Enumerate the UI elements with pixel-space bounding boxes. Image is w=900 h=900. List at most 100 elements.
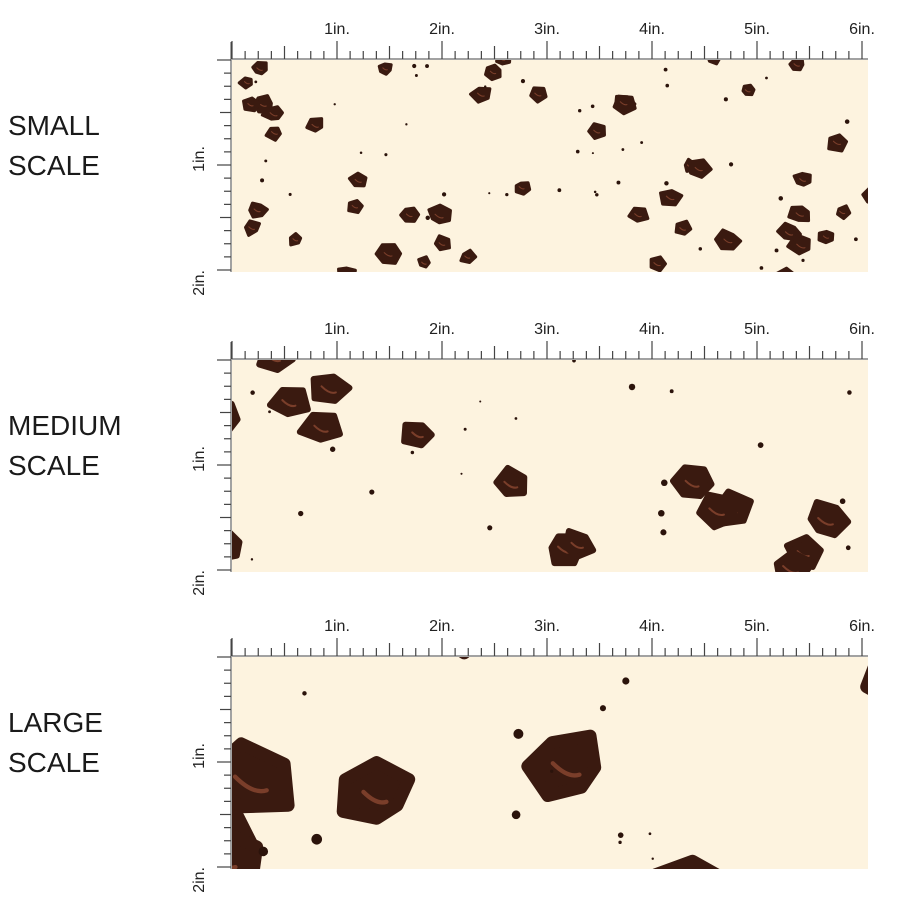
chocolate-chip bbox=[741, 83, 756, 97]
chocolate-chip bbox=[401, 421, 435, 449]
crumb bbox=[618, 840, 622, 845]
crumb bbox=[425, 64, 429, 68]
chocolate-chip bbox=[399, 206, 421, 223]
crumb bbox=[664, 181, 669, 186]
chip-highlight bbox=[256, 67, 263, 71]
crumb bbox=[384, 153, 388, 157]
chip-highlight bbox=[232, 774, 269, 794]
crumb bbox=[488, 192, 491, 195]
crumb bbox=[778, 196, 784, 201]
ruler-label: 1in. bbox=[324, 618, 350, 635]
crumb bbox=[412, 63, 417, 69]
crumb bbox=[669, 389, 674, 394]
crumb bbox=[847, 390, 852, 395]
chocolate-chip bbox=[521, 729, 602, 802]
chip-highlight bbox=[653, 262, 661, 267]
ruler-label: 3in. bbox=[534, 321, 560, 338]
chocolate-chip bbox=[659, 189, 684, 207]
crumb bbox=[250, 390, 255, 395]
chip-pattern bbox=[237, 60, 868, 272]
chocolate-chip bbox=[256, 360, 296, 373]
chocolate-chip bbox=[776, 221, 802, 241]
chip-highlight bbox=[292, 238, 299, 242]
crumb bbox=[698, 247, 703, 251]
chocolate-chip bbox=[495, 60, 512, 66]
chip-highlight bbox=[232, 864, 238, 869]
chip-highlight bbox=[793, 63, 800, 67]
ruler-label: 5in. bbox=[744, 618, 770, 635]
ruler-label: 1in. bbox=[191, 743, 208, 769]
crumb bbox=[660, 529, 667, 536]
fabric-panel: SMALL SCALE 1in. 2in. 3in. 4in. 5in. 6in. 1in. 2i… bbox=[8, 21, 875, 296]
crumb bbox=[728, 162, 734, 167]
crumb bbox=[622, 677, 630, 685]
chip-highlight bbox=[464, 255, 471, 259]
crumb bbox=[425, 215, 430, 221]
chocolate-chip bbox=[232, 828, 264, 869]
ruler-label: 1in. bbox=[191, 446, 208, 472]
ruler-label: 2in. bbox=[191, 270, 208, 296]
chip-highlight bbox=[799, 178, 807, 182]
chip-highlight bbox=[438, 242, 446, 246]
scale-label: SCALE bbox=[8, 150, 100, 181]
chocolate-chip bbox=[827, 133, 849, 153]
chocolate-chip bbox=[860, 665, 868, 695]
chocolate-chip bbox=[347, 199, 364, 215]
chocolate-chip bbox=[787, 205, 811, 223]
crumb bbox=[550, 769, 554, 773]
crumb bbox=[479, 400, 482, 403]
crumb bbox=[359, 151, 363, 154]
chocolate-chip bbox=[817, 229, 835, 245]
chip-highlight bbox=[570, 541, 584, 550]
crumb bbox=[520, 79, 526, 84]
ruler-label: 1in. bbox=[191, 146, 208, 172]
chocolate-chip bbox=[266, 387, 311, 418]
crumb bbox=[621, 148, 625, 151]
chocolate-chip bbox=[310, 373, 353, 404]
scale-label: SCALE bbox=[8, 450, 100, 481]
chip-highlight bbox=[405, 213, 413, 218]
crumb bbox=[661, 479, 668, 487]
crumb bbox=[774, 248, 779, 253]
crumb bbox=[648, 832, 652, 836]
crumb bbox=[723, 97, 728, 102]
chip-highlight bbox=[383, 252, 393, 257]
chip-highlight bbox=[320, 385, 337, 394]
crumb bbox=[260, 178, 265, 183]
chip-highlight bbox=[817, 517, 834, 526]
chocolate-chip bbox=[674, 219, 693, 236]
crumb bbox=[333, 103, 336, 106]
crumb bbox=[405, 123, 408, 126]
ruler-label: 6in. bbox=[849, 618, 875, 635]
chip-highlight bbox=[784, 231, 794, 236]
chip-highlight bbox=[361, 789, 389, 805]
crumb bbox=[441, 192, 447, 197]
crumb bbox=[757, 442, 764, 448]
chocolate-chip bbox=[688, 158, 713, 179]
crumb bbox=[845, 545, 851, 551]
crumb bbox=[839, 498, 846, 505]
chip-highlight bbox=[744, 89, 751, 93]
chocolate-chip bbox=[696, 491, 739, 531]
chip-highlight bbox=[684, 479, 700, 488]
crumb bbox=[484, 85, 487, 88]
crumb bbox=[302, 691, 307, 696]
chip-highlight bbox=[503, 480, 519, 489]
ruler-label: 3in. bbox=[534, 618, 560, 635]
chocolate-chip bbox=[232, 737, 295, 814]
chocolate-chip bbox=[427, 203, 452, 225]
chip-highlight bbox=[269, 112, 278, 117]
ruler-label: 6in. bbox=[849, 21, 875, 38]
crumb bbox=[505, 192, 509, 197]
crumb bbox=[595, 193, 599, 197]
crumb bbox=[513, 728, 524, 739]
scale-label: LARGE bbox=[8, 707, 103, 738]
crumb bbox=[663, 67, 668, 72]
scale-label: MEDIUM bbox=[8, 410, 122, 441]
chocolate-chip bbox=[587, 122, 606, 140]
chocolate-chip bbox=[776, 266, 794, 272]
ruler-label: 5in. bbox=[744, 21, 770, 38]
chip-highlight bbox=[313, 424, 329, 433]
crumb bbox=[311, 833, 323, 845]
